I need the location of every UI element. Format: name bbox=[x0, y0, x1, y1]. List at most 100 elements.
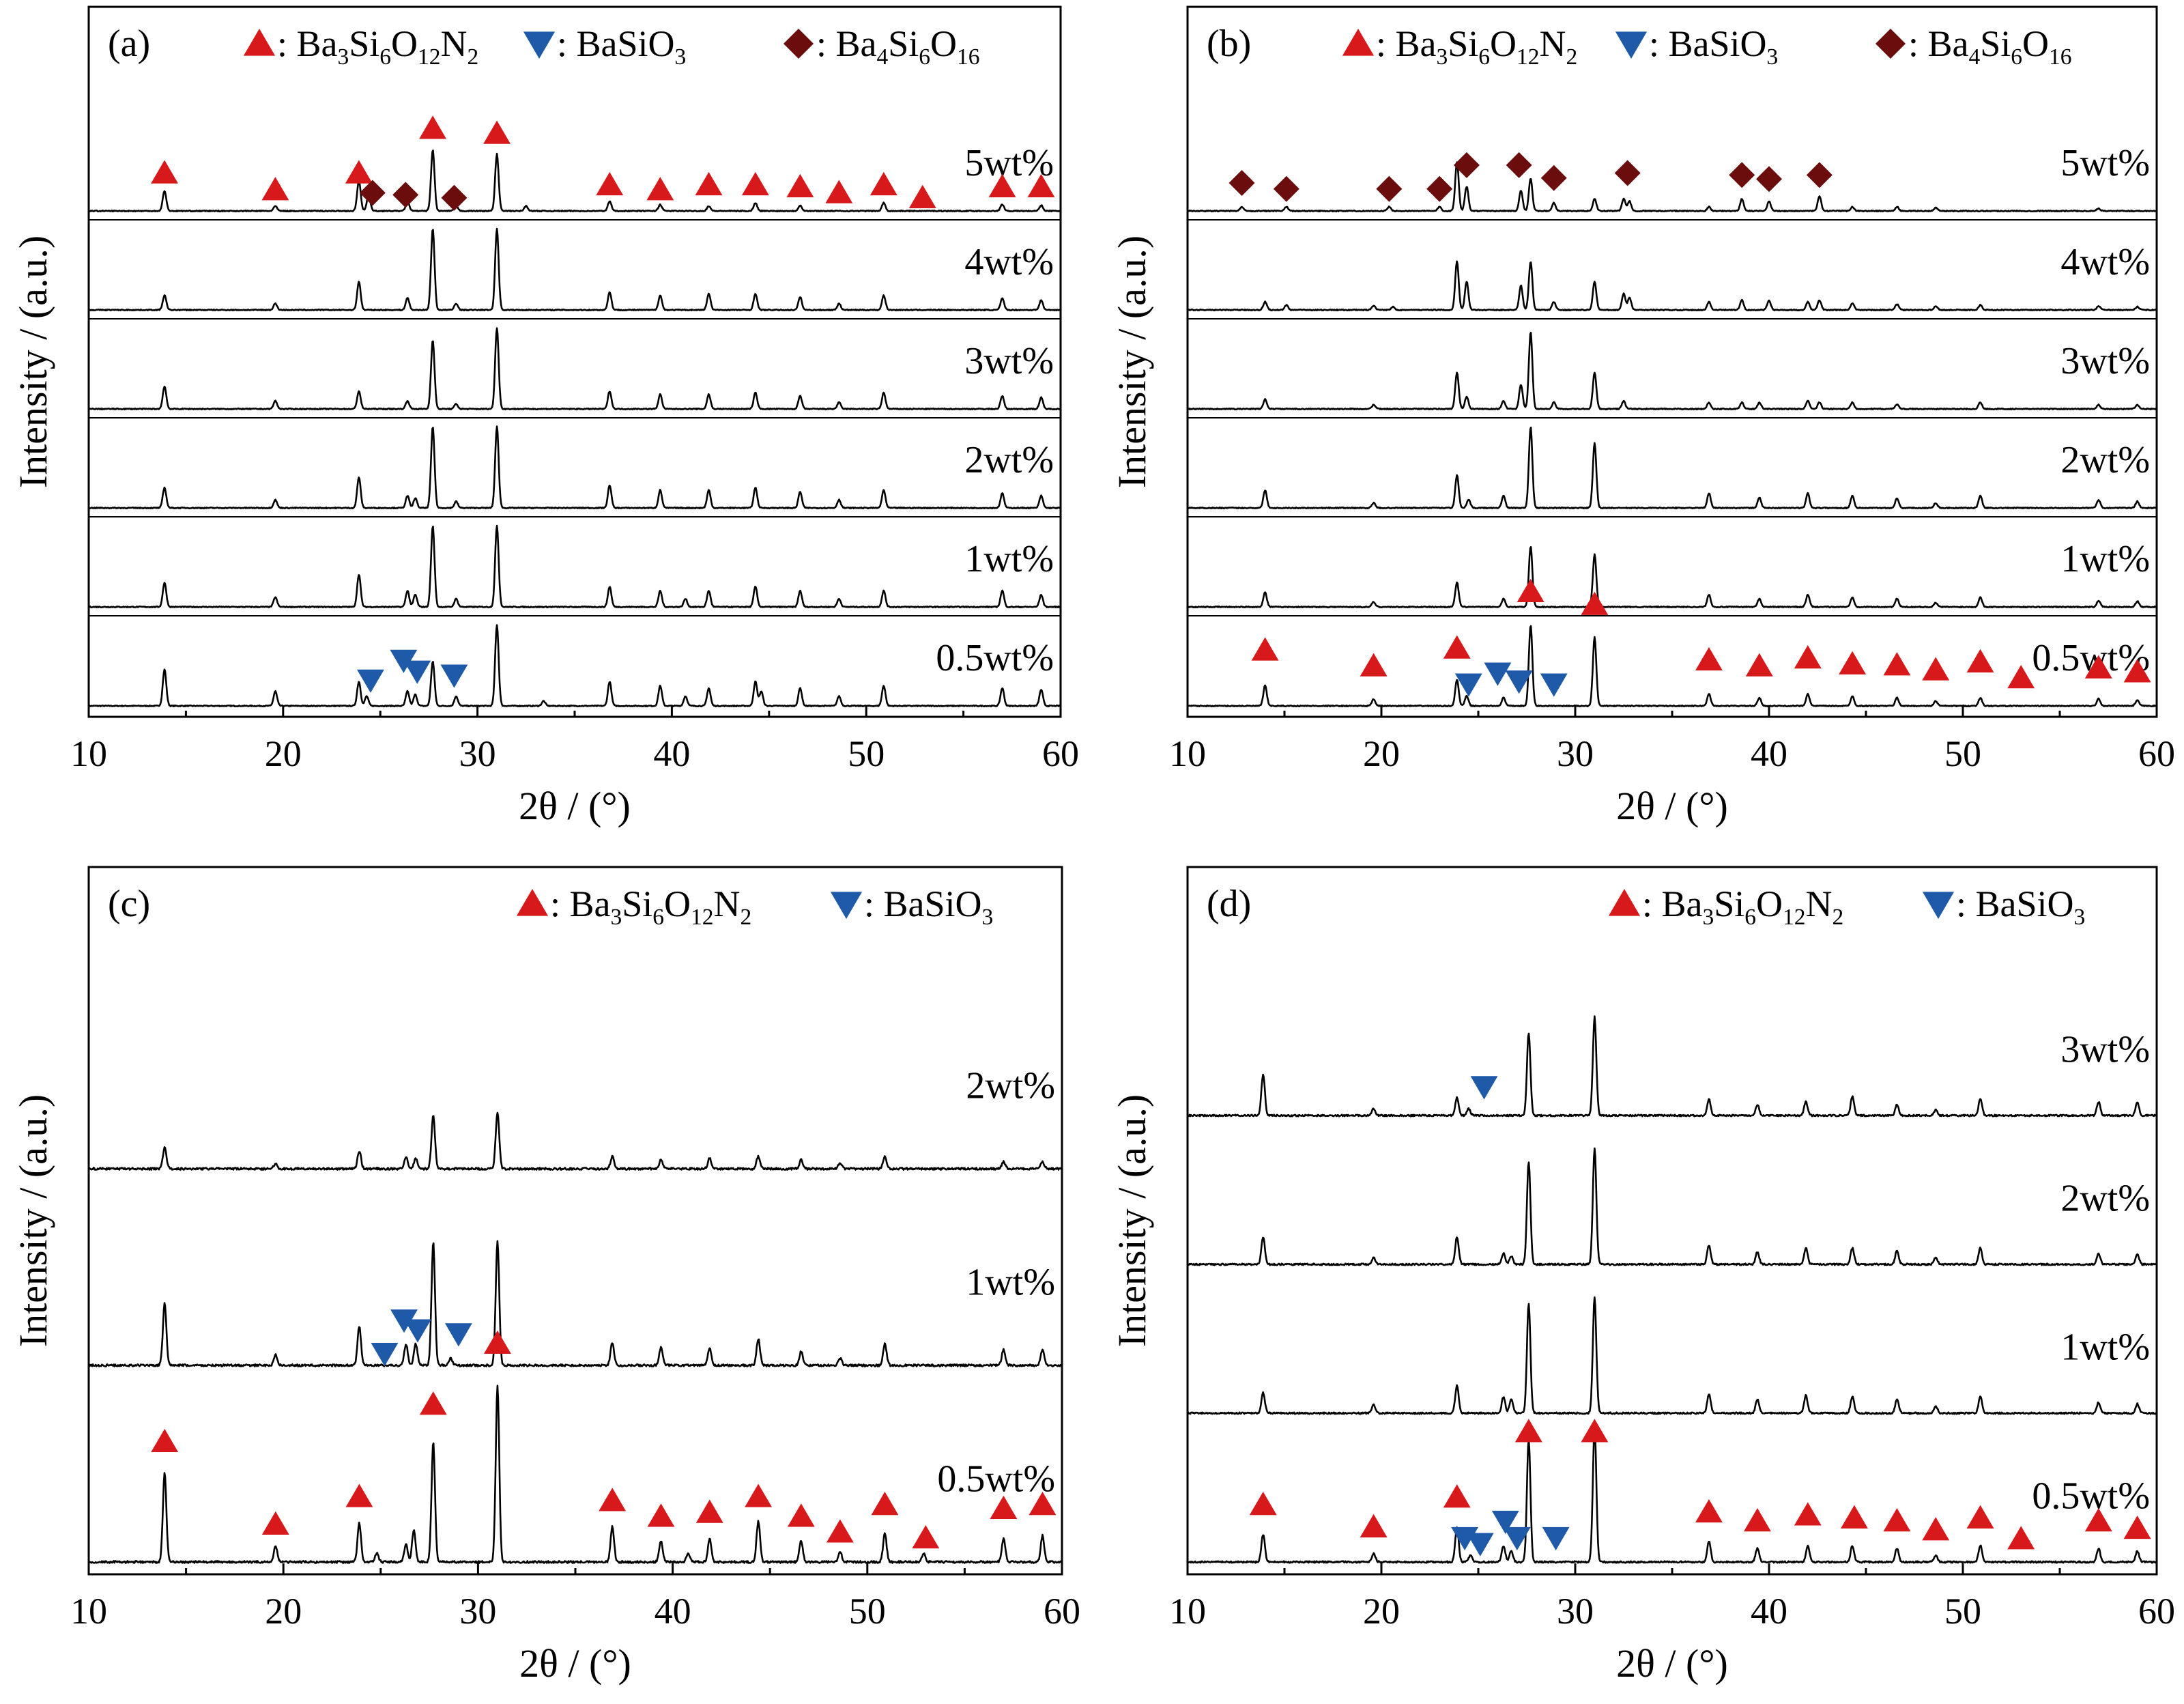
peak-marker-Ba3Si6O12N2 bbox=[1514, 1419, 1542, 1443]
peak-marker-Ba3Si6O12N2 bbox=[151, 160, 179, 184]
peak-marker-BaSiO3 bbox=[1470, 1076, 1498, 1100]
peak-marker-Ba3Si6O12N2 bbox=[1360, 1514, 1388, 1537]
peak-marker-Ba4Si6O16 bbox=[1806, 162, 1833, 188]
panel-c: 10 20 30 40 50 60 2θ / (°) Intensity / (a.u.) (c… bbox=[11, 866, 1080, 1686]
peak-marker-Ba3Si6O12N2 bbox=[1794, 1502, 1822, 1526]
peak-marker-Ba3Si6O12N2 bbox=[2007, 1526, 2035, 1550]
legend-marker-Ba3Si6O12N2 bbox=[243, 29, 276, 56]
series-label: 3wt% bbox=[964, 340, 1054, 382]
peak-marker-Ba3Si6O12N2 bbox=[151, 1428, 179, 1453]
peak-marker-Ba3Si6O12N2 bbox=[1966, 649, 1994, 672]
peak-marker-Ba3Si6O12N2 bbox=[1029, 1492, 1057, 1516]
peak-marker-Ba3Si6O12N2 bbox=[599, 1488, 627, 1511]
peak-marker-Ba3Si6O12N2 bbox=[1249, 1492, 1277, 1516]
peak-marker-Ba3Si6O12N2 bbox=[988, 173, 1016, 197]
peak-marker-Ba3Si6O12N2 bbox=[912, 1524, 940, 1549]
x-axis-label: 2θ / (°) bbox=[1616, 1641, 1728, 1686]
x-tick-label: 10 bbox=[1169, 1591, 1206, 1632]
series-line-4wt% bbox=[88, 227, 1061, 312]
peak-marker-Ba3Si6O12N2 bbox=[2084, 1508, 2112, 1532]
series-line-0.5wt% bbox=[1187, 1423, 2157, 1564]
legend-marker-Ba3Si6O12N2 bbox=[516, 889, 549, 916]
peak-marker-BaSiO3 bbox=[371, 1343, 399, 1367]
x-tick-label: 60 bbox=[2138, 733, 2175, 774]
peak-marker-Ba4Si6O16 bbox=[1426, 175, 1453, 202]
peak-marker-Ba4Si6O16 bbox=[1756, 166, 1782, 193]
peak-marker-Ba4Si6O16 bbox=[359, 180, 386, 206]
y-axis-label: Intensity / (a.u.) bbox=[11, 236, 55, 488]
peak-marker-Ba3Si6O12N2 bbox=[483, 120, 511, 144]
peak-marker-Ba3Si6O12N2 bbox=[1745, 653, 1773, 677]
plot-frame bbox=[87, 5, 1062, 718]
series-label: 0.5wt% bbox=[936, 637, 1054, 679]
peak-marker-BaSiO3 bbox=[357, 669, 384, 693]
x-tick-label: 20 bbox=[1363, 1591, 1400, 1632]
peak-marker-BaSiO3 bbox=[444, 1323, 472, 1347]
x-tick-label: 30 bbox=[459, 733, 496, 774]
peak-marker-Ba3Si6O12N2 bbox=[1744, 1508, 1771, 1532]
series-label: 1wt% bbox=[2060, 1326, 2150, 1369]
peak-marker-BaSiO3 bbox=[404, 1319, 431, 1343]
series-line-3wt% bbox=[1187, 332, 2157, 411]
panel-label: (b) bbox=[1207, 23, 1251, 65]
x-tick-label: 50 bbox=[849, 1591, 886, 1632]
peak-marker-Ba3Si6O12N2 bbox=[419, 115, 447, 139]
peak-marker-Ba3Si6O12N2 bbox=[345, 1483, 373, 1507]
peak-marker-BaSiO3 bbox=[390, 649, 418, 673]
panel-d: 10 20 30 40 50 60 2θ / (°) Intensity / (a.u.) (d… bbox=[1110, 866, 2175, 1686]
legend-label-Ba4Si6O16: : Ba4Si6O16 bbox=[816, 23, 980, 70]
series-line-3wt% bbox=[1187, 1015, 2157, 1118]
peak-marker-BaSiO3 bbox=[440, 664, 468, 688]
series-label: 2wt% bbox=[964, 439, 1054, 481]
peak-marker-Ba3Si6O12N2 bbox=[2007, 665, 2035, 689]
peak-marker-Ba3Si6O12N2 bbox=[1794, 645, 1822, 669]
peak-marker-Ba3Si6O12N2 bbox=[1966, 1505, 1994, 1529]
peak-marker-Ba4Si6O16 bbox=[1614, 160, 1641, 186]
peak-marker-Ba3Si6O12N2 bbox=[871, 1492, 899, 1516]
series-label: 1wt% bbox=[2060, 538, 2150, 580]
series-label: 5wt% bbox=[964, 142, 1054, 184]
series-label: 3wt% bbox=[2060, 340, 2150, 382]
x-axis-label: 2θ / (°) bbox=[519, 1641, 631, 1686]
series-label: 2wt% bbox=[2060, 439, 2150, 481]
legend-marker-BaSiO3 bbox=[1922, 892, 1955, 919]
series-label: 0.5wt% bbox=[2032, 1475, 2150, 1518]
peak-marker-Ba3Si6O12N2 bbox=[695, 1499, 723, 1523]
x-tick-label: 10 bbox=[70, 1591, 107, 1632]
legend-marker-Ba4Si6O16 bbox=[784, 29, 814, 59]
plot-frame bbox=[1186, 866, 2158, 1576]
y-axis-label: Intensity / (a.u.) bbox=[1110, 236, 1154, 488]
peak-marker-Ba4Si6O16 bbox=[1540, 165, 1567, 191]
x-tick-label: 40 bbox=[653, 733, 690, 774]
series-line-1wt% bbox=[88, 524, 1061, 609]
x-tick-label: 50 bbox=[1944, 733, 1981, 774]
legend-label-BaSiO3: : BaSiO3 bbox=[864, 883, 993, 930]
peak-marker-Ba3Si6O12N2 bbox=[483, 1330, 511, 1354]
panel-label: (c) bbox=[108, 883, 150, 925]
x-tick-label: 60 bbox=[1042, 733, 1079, 774]
series-line-3wt% bbox=[88, 327, 1061, 411]
x-tick-label: 20 bbox=[265, 1591, 302, 1632]
x-axis-label: 2θ / (°) bbox=[1616, 784, 1728, 828]
panel-label: (a) bbox=[108, 23, 150, 65]
series-label: 4wt% bbox=[2060, 241, 2150, 283]
peak-marker-Ba4Si6O16 bbox=[1729, 162, 1755, 188]
peak-marker-Ba3Si6O12N2 bbox=[1841, 1505, 1868, 1529]
panel-b: 10 20 30 40 50 60 2θ / (°) Intensity / (a.u.) (b… bbox=[1110, 5, 2175, 828]
peak-marker-Ba3Si6O12N2 bbox=[745, 1483, 773, 1507]
legend-marker-BaSiO3 bbox=[1615, 31, 1648, 59]
y-axis-label: Intensity / (a.u.) bbox=[11, 1094, 55, 1347]
series-line-1wt% bbox=[87, 1240, 1063, 1367]
x-tick-label: 30 bbox=[459, 1591, 496, 1632]
legend-marker-BaSiO3 bbox=[523, 31, 556, 59]
x-tick-label: 10 bbox=[1169, 733, 1206, 774]
peak-marker-Ba3Si6O12N2 bbox=[1517, 578, 1544, 603]
peak-marker-Ba3Si6O12N2 bbox=[2084, 655, 2112, 679]
peak-marker-Ba3Si6O12N2 bbox=[647, 1503, 675, 1527]
legend-marker-Ba3Si6O12N2 bbox=[1608, 889, 1641, 916]
legend-label-Ba3Si6O12N2: : Ba3Si6O12N2 bbox=[1642, 883, 1843, 930]
peak-marker-Ba3Si6O12N2 bbox=[870, 171, 897, 196]
series-line-1wt% bbox=[1187, 545, 2158, 609]
x-tick-label: 60 bbox=[1044, 1591, 1080, 1632]
peak-marker-Ba3Si6O12N2 bbox=[1883, 652, 1911, 676]
